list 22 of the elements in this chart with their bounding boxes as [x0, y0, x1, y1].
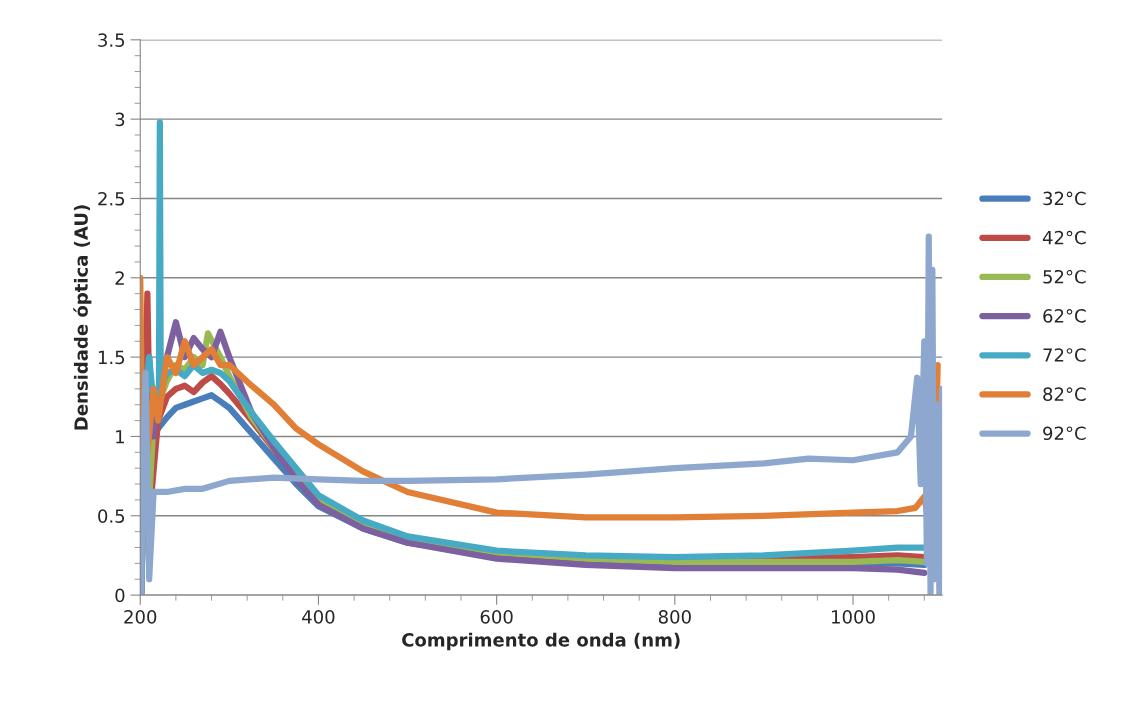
x-tick-label: 400: [302, 610, 335, 624]
legend-label: 52°C: [1043, 269, 1086, 284]
y-tick-label: 3.5: [98, 33, 125, 47]
legend-label: 62°C: [1043, 309, 1086, 323]
x-axis-title: Comprimento de onda (nm): [402, 632, 680, 651]
x-tick-label: 200: [124, 610, 157, 624]
y-axis-title: Densidade óptica (AU): [73, 205, 92, 430]
y-tick-label: 0.5: [98, 509, 125, 523]
x-tick-label: 600: [480, 610, 513, 624]
x-tick-label: 1000: [832, 610, 875, 624]
legend-label: 32°C: [1043, 191, 1086, 206]
y-tick-label: 2.5: [98, 191, 125, 206]
y-tick-label: 3: [115, 112, 125, 127]
legend-label: 72°C: [1043, 348, 1086, 362]
y-tick-label: 1: [116, 430, 124, 444]
y-tick-label: 0: [115, 588, 125, 603]
legend-label: 92°C: [1043, 426, 1086, 441]
x-tick-label: 800: [658, 610, 691, 624]
y-tick-label: 1.5: [98, 350, 125, 365]
legend-label: 42°C: [1042, 230, 1086, 245]
y-tick-label: 2: [115, 271, 124, 285]
legend-label: 82°C: [1043, 387, 1086, 401]
